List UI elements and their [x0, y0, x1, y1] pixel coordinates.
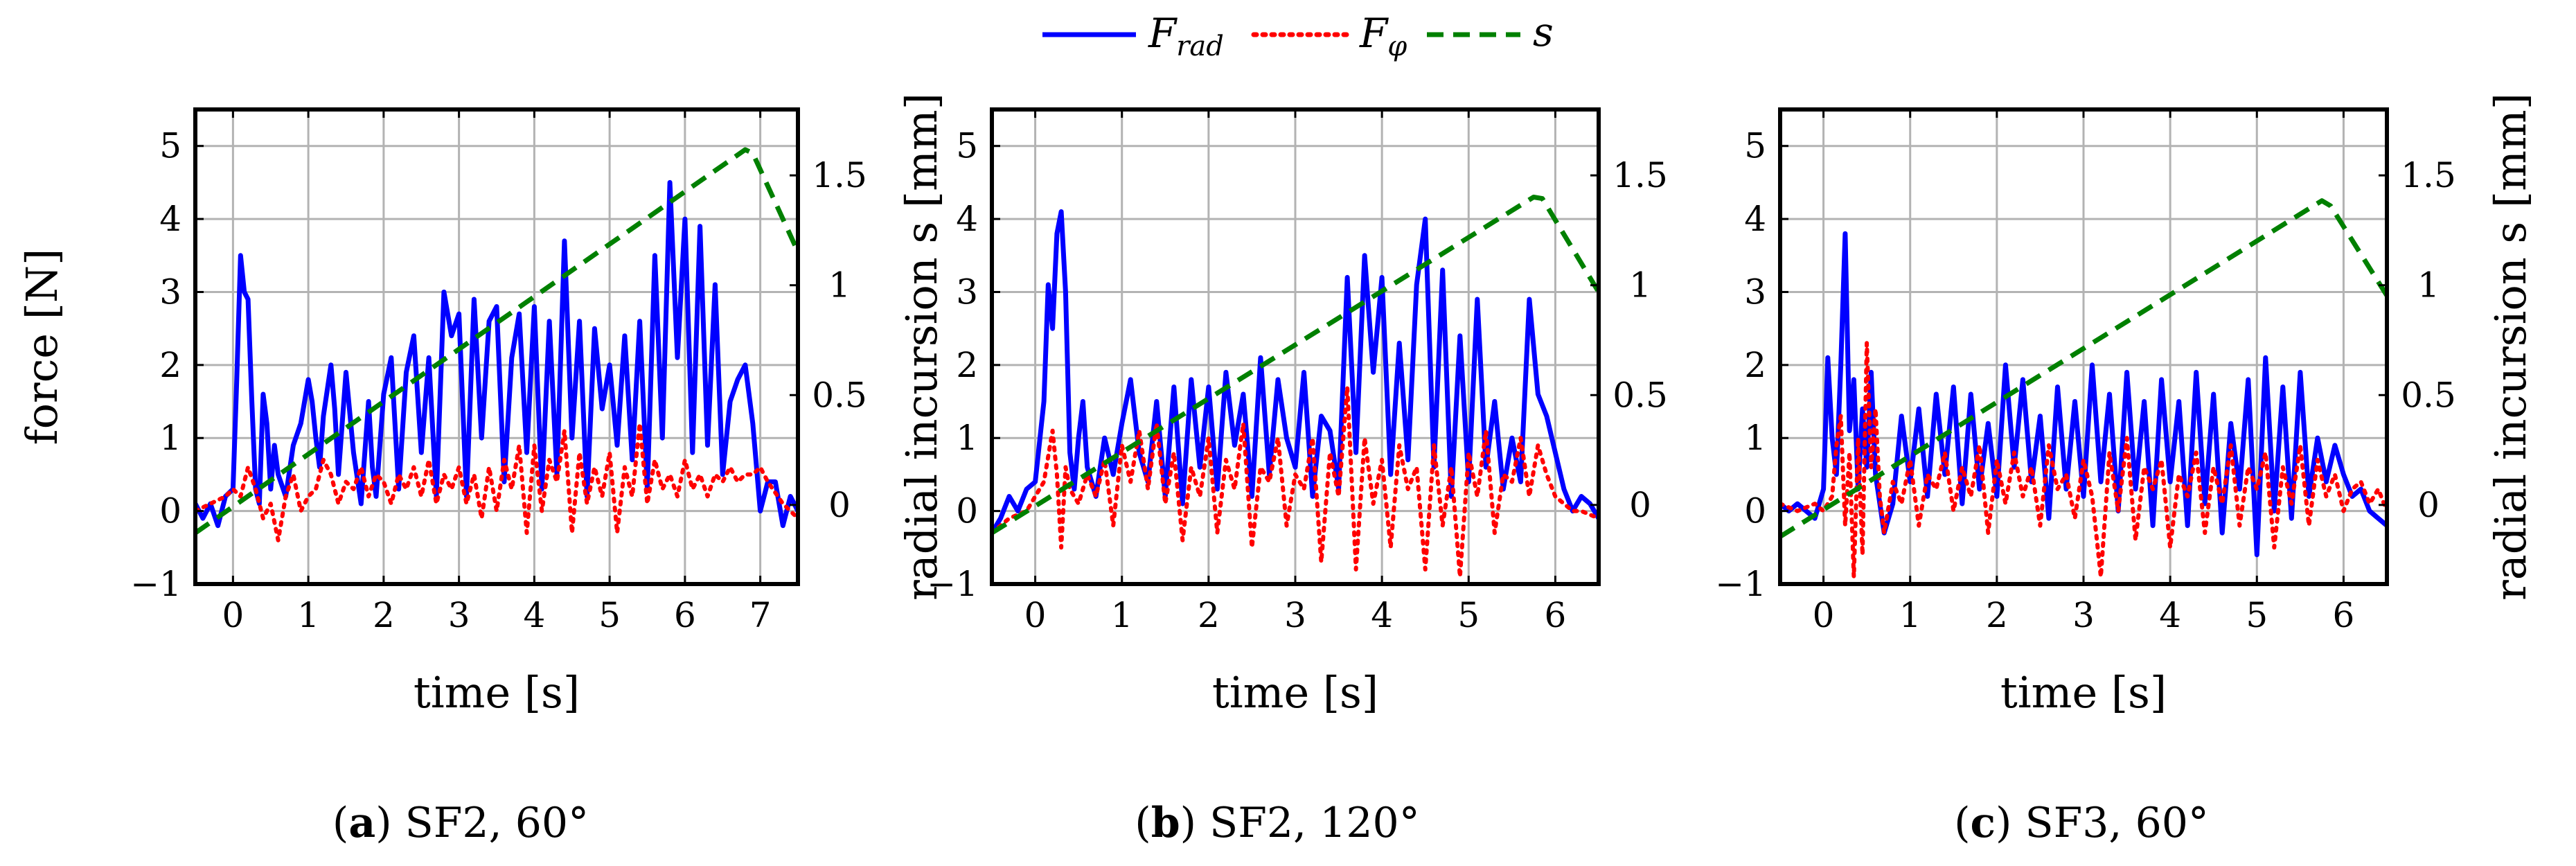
y-tick-label: 4	[1744, 199, 1766, 239]
x-tick-label: 3	[2072, 595, 2095, 635]
panels: 0 1 2 3 4 5 6 7 −1 0 1 2 3 4 5 0 0.5 1 1.5 time [s] force [N…	[17, 93, 2536, 847]
x-tick-label: 0	[222, 595, 244, 635]
x-tick-label: 1	[1899, 595, 1921, 635]
y-tick-label: 5	[956, 126, 978, 166]
x-tick-label: 3	[1284, 595, 1306, 635]
y-tick-label: 5	[159, 126, 181, 166]
y-tick-label: 2	[159, 345, 181, 385]
x-tick-label: 5	[598, 595, 621, 635]
y-right-tick-label: 0.5	[2401, 375, 2456, 415]
y-tick-label: 3	[159, 272, 181, 312]
y-tick-label: 2	[1744, 345, 1766, 385]
x-tick-label: 0	[1813, 595, 1835, 635]
legend-label-s: s	[1533, 8, 1554, 55]
y-tick-label: 0	[1744, 491, 1766, 531]
x-tick-label: 6	[2333, 595, 2355, 635]
y-axis-label: force [N]	[17, 249, 67, 445]
y-tick-label: 4	[159, 199, 181, 239]
y-right-tick-label: 1.5	[2401, 155, 2456, 195]
x-tick-label: 4	[2159, 595, 2181, 635]
x-tick-label: 6	[674, 595, 696, 635]
y-tick-label: 3	[956, 272, 978, 312]
series-line-s	[992, 195, 1599, 536]
y-right-axis-label: radial incursion s [mm]	[896, 93, 947, 601]
y-tick-label: −1	[1715, 564, 1766, 604]
series-line-f-rad	[195, 179, 798, 529]
x-tick-label: 2	[1198, 595, 1220, 635]
x-tick-label: 2	[373, 595, 395, 635]
y-right-tick-label: 0	[2417, 485, 2440, 525]
y-right-tick-label: 1.5	[812, 155, 867, 195]
panel-caption: (b) SF2, 120°	[1135, 799, 1419, 847]
y-tick-label: 3	[1744, 272, 1766, 312]
x-tick-label: 5	[1457, 595, 1480, 635]
y-right-tick-label: 1.5	[1613, 155, 1668, 195]
chart-panel-a: 0 1 2 3 4 5 6 7 −1 0 1 2 3 4 5 0 0.5 1 1.5 time [s] force [N…	[17, 93, 947, 847]
y-right-axis-label: radial incursion s [mm]	[2485, 93, 2536, 601]
series-line-f-phi	[992, 385, 1599, 579]
legend-label-f-rad: Frad	[1148, 10, 1224, 62]
chart-panel-c: 0 1 2 3 4 5 6 −1 0 1 2 3 4 5 0 0.5 1 1.5 time [s] radial in…	[1715, 93, 2536, 847]
plot-frame	[193, 107, 800, 586]
x-axis-label: time [s]	[1212, 667, 1378, 718]
y-right-tick-label: 1	[828, 265, 851, 306]
y-tick-label: 1	[956, 418, 978, 458]
y-tick-label: 1	[1744, 418, 1766, 458]
x-tick-label: 7	[749, 595, 772, 635]
y-tick-label: 1	[159, 418, 181, 458]
series-line-s	[1780, 198, 2387, 539]
x-axis-label: time [s]	[2000, 667, 2167, 718]
y-tick-label: 4	[956, 199, 978, 239]
y-tick-label: −1	[130, 564, 181, 604]
series-line-f-rad	[992, 209, 1599, 536]
series-line-f-phi	[1780, 341, 2387, 579]
series-line-f-phi	[195, 421, 798, 542]
x-tick-label: 1	[1111, 595, 1133, 635]
y-tick-label: 5	[1744, 126, 1766, 166]
chart-panel-b: 0 1 2 3 4 5 6 −1 0 1 2 3 4 5 0 0.5 1 1.5 time [s] (b) SF2, …	[927, 107, 1668, 847]
x-tick-label: 2	[1986, 595, 2008, 635]
y-tick-label: 0	[956, 491, 978, 531]
panel-caption: (a) SF2, 60°	[332, 799, 589, 847]
x-tick-label: 5	[2246, 595, 2268, 635]
y-right-tick-label: 1	[1629, 265, 1651, 306]
y-right-tick-label: 0	[1629, 485, 1651, 525]
x-tick-label: 3	[448, 595, 470, 635]
y-right-tick-label: 1	[2417, 265, 2440, 306]
y-tick-label: −1	[927, 564, 978, 604]
x-tick-label: 0	[1024, 595, 1047, 635]
x-tick-label: 1	[297, 595, 319, 635]
y-right-tick-label: 0	[828, 485, 851, 525]
x-tick-label: 4	[523, 595, 545, 635]
y-tick-label: 2	[956, 345, 978, 385]
legend-label-f-phi: Fφ	[1359, 10, 1407, 62]
series-line-s	[195, 147, 798, 536]
panel-caption: (c) SF3, 60°	[1954, 799, 2209, 847]
y-right-tick-label: 0.5	[1613, 375, 1668, 415]
x-tick-label: 6	[1545, 595, 1567, 635]
y-tick-label: 0	[159, 491, 181, 531]
y-right-tick-label: 0.5	[812, 375, 867, 415]
x-axis-label: time [s]	[414, 667, 580, 718]
x-tick-label: 4	[1371, 595, 1393, 635]
legend: Frad Fφ s	[1042, 8, 1554, 62]
